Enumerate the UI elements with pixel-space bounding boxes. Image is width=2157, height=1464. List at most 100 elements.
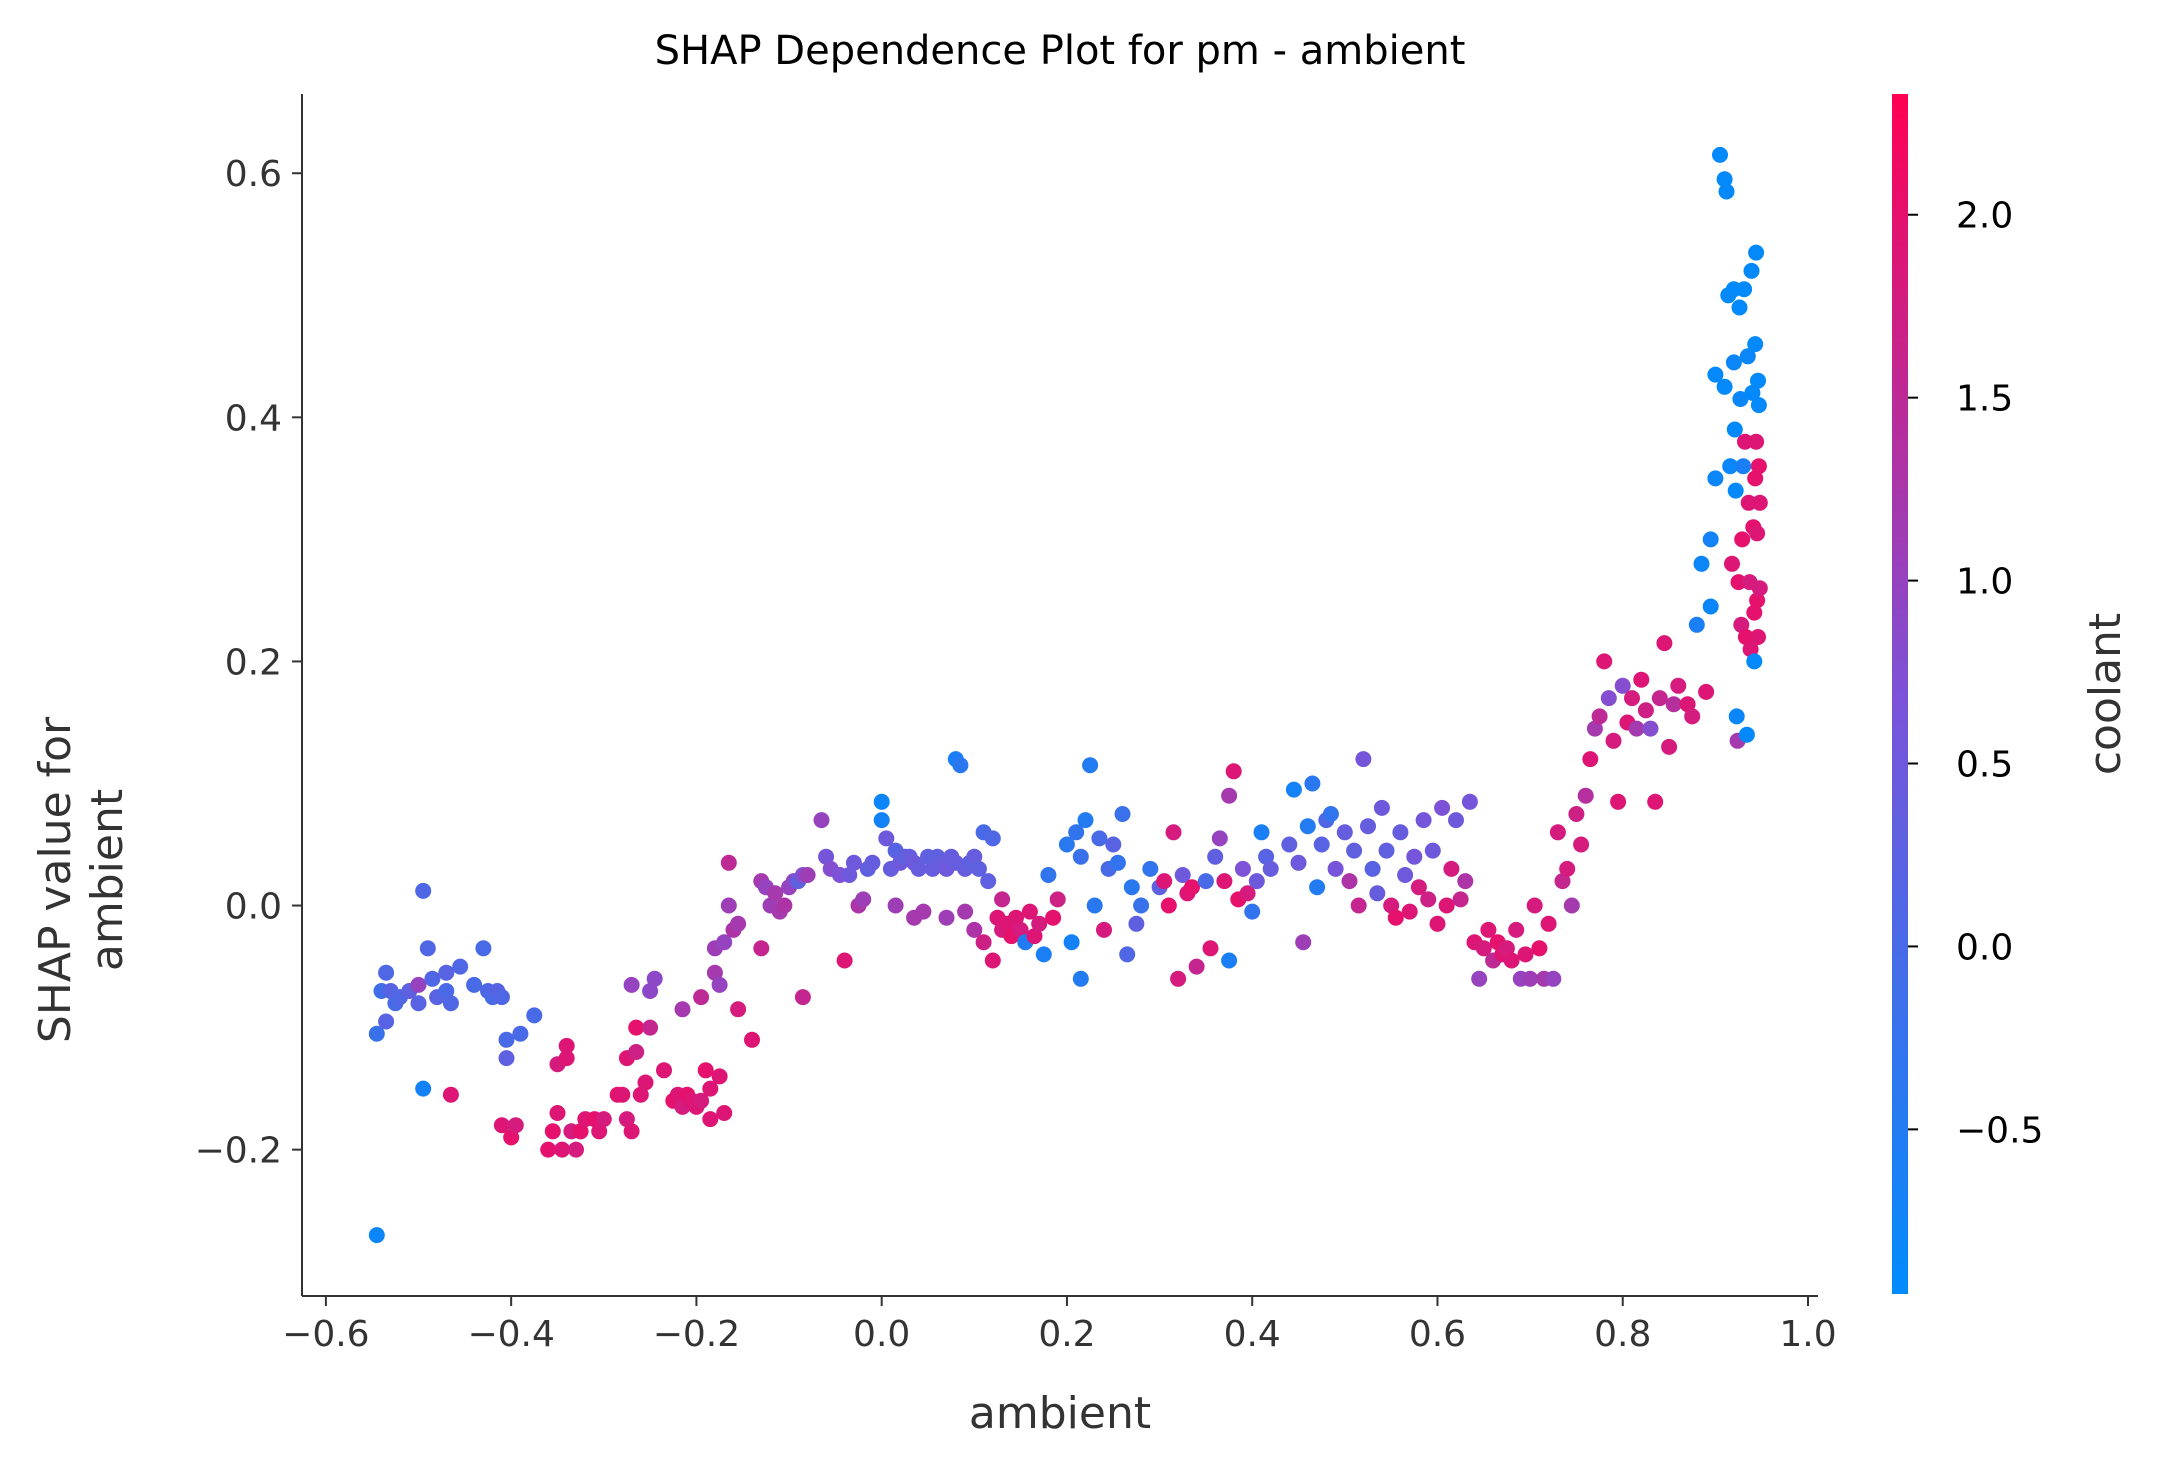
scatter-point — [415, 1080, 432, 1097]
scatter-point — [1123, 879, 1140, 896]
scatter-point — [1202, 940, 1219, 957]
colorbar-tick-label: −0.5 — [1956, 1110, 2043, 1151]
scatter-point — [1253, 824, 1270, 841]
scatter-point — [1688, 616, 1705, 633]
scatter-point — [1740, 494, 1757, 511]
scatter-point — [1712, 146, 1728, 163]
scatter-point — [1522, 970, 1539, 987]
x-tick-label: −0.6 — [282, 1314, 369, 1355]
scatter-point — [1429, 915, 1446, 932]
scatter-point — [1600, 690, 1617, 707]
scatter-point — [410, 976, 427, 993]
scatter-point — [1747, 470, 1764, 487]
scatter-point — [618, 1111, 635, 1128]
scatter-point — [1058, 836, 1075, 853]
scatter-point — [1475, 940, 1492, 957]
scatter-point — [1586, 720, 1603, 737]
scatter-point — [1244, 903, 1261, 920]
scatter-point — [1731, 299, 1748, 316]
scatter-point — [1031, 915, 1048, 932]
scatter-point — [1545, 970, 1562, 987]
scatter-point — [1082, 757, 1099, 774]
scatter-point — [1716, 171, 1733, 188]
scatter-point — [1072, 848, 1089, 865]
scatter-point — [753, 940, 770, 957]
scatter-point — [1021, 903, 1038, 920]
scatter-point — [1133, 897, 1150, 914]
colorbar-tick-label: 1.5 — [1956, 379, 2013, 420]
scatter-point — [1035, 946, 1052, 963]
scatter-point — [507, 1117, 524, 1134]
scatter-point — [1105, 836, 1122, 853]
scatter-point — [1109, 854, 1126, 871]
scatter-point — [1221, 787, 1238, 804]
scatter-point — [1746, 653, 1763, 670]
scatter-point — [744, 1031, 760, 1048]
scatter-point — [952, 757, 969, 774]
x-tick-label: −0.2 — [653, 1314, 740, 1355]
scatter-point — [1610, 793, 1627, 810]
scatter-point — [1086, 897, 1103, 914]
scatter-point — [1188, 958, 1205, 975]
scatter-point — [1471, 970, 1488, 987]
scatter-point — [1221, 952, 1238, 969]
scatter-point — [493, 1117, 510, 1134]
scatter-point — [1434, 799, 1451, 816]
scatter-point — [452, 958, 469, 975]
scatter-point — [730, 1001, 747, 1018]
scatter-point — [1378, 842, 1395, 859]
scatter-point — [693, 989, 710, 1006]
scatter-point — [1072, 970, 1089, 987]
scatter-point — [642, 1019, 659, 1036]
scatter-point — [368, 1227, 385, 1244]
scatter-point — [720, 854, 737, 871]
scatter-point — [1383, 897, 1400, 914]
scatter-point — [716, 1105, 733, 1121]
scatter-point — [1369, 885, 1386, 902]
scatter-point — [776, 897, 793, 914]
scatter-point — [1549, 824, 1566, 841]
scatter-point — [711, 1068, 728, 1085]
scatter-point — [1355, 751, 1372, 768]
scatter-point — [966, 848, 983, 865]
scatter-point — [1733, 616, 1750, 633]
scatter-point — [1063, 934, 1080, 951]
scatter-point — [975, 934, 992, 951]
scatter-point — [1443, 860, 1460, 877]
scatter-point — [1262, 860, 1279, 877]
scatter-point — [1350, 897, 1367, 914]
scatter-point — [544, 1123, 561, 1140]
scatter-point — [845, 854, 862, 871]
scatter-point — [1633, 671, 1650, 688]
y-tick-label: −0.2 — [195, 1131, 282, 1172]
scatter-point — [1225, 763, 1242, 780]
x-tick-label: 0.8 — [1594, 1314, 1651, 1355]
y-tick-label: 0.4 — [225, 398, 282, 439]
x-tick-label: 0.0 — [853, 1314, 910, 1355]
scatter-point — [498, 1031, 515, 1048]
scatter-point — [1156, 873, 1173, 890]
colorbar-tick-label: 0.5 — [1956, 745, 2013, 786]
scatter-point — [1508, 921, 1525, 938]
scatter-point — [994, 891, 1011, 908]
scatter-point — [1726, 421, 1743, 438]
scatter-point — [1142, 860, 1159, 877]
scatter-point — [697, 1062, 714, 1079]
scatter-point — [1743, 262, 1760, 279]
scatter-point — [1651, 690, 1668, 707]
scatter-point — [910, 860, 927, 877]
scatter-point — [540, 1141, 557, 1158]
scatter-point — [1452, 891, 1469, 908]
scatter-point — [1642, 720, 1659, 737]
scatter-point — [1211, 830, 1228, 847]
scatter-point — [558, 1037, 575, 1054]
scatter-point — [1114, 806, 1131, 822]
scatter-point — [1679, 696, 1696, 713]
scatter-point — [720, 897, 737, 914]
scatter-point — [1341, 873, 1358, 890]
scatter-point — [702, 1111, 719, 1128]
scatter-point — [466, 976, 483, 993]
scatter-point — [646, 970, 663, 987]
scatter-point — [1313, 836, 1330, 853]
